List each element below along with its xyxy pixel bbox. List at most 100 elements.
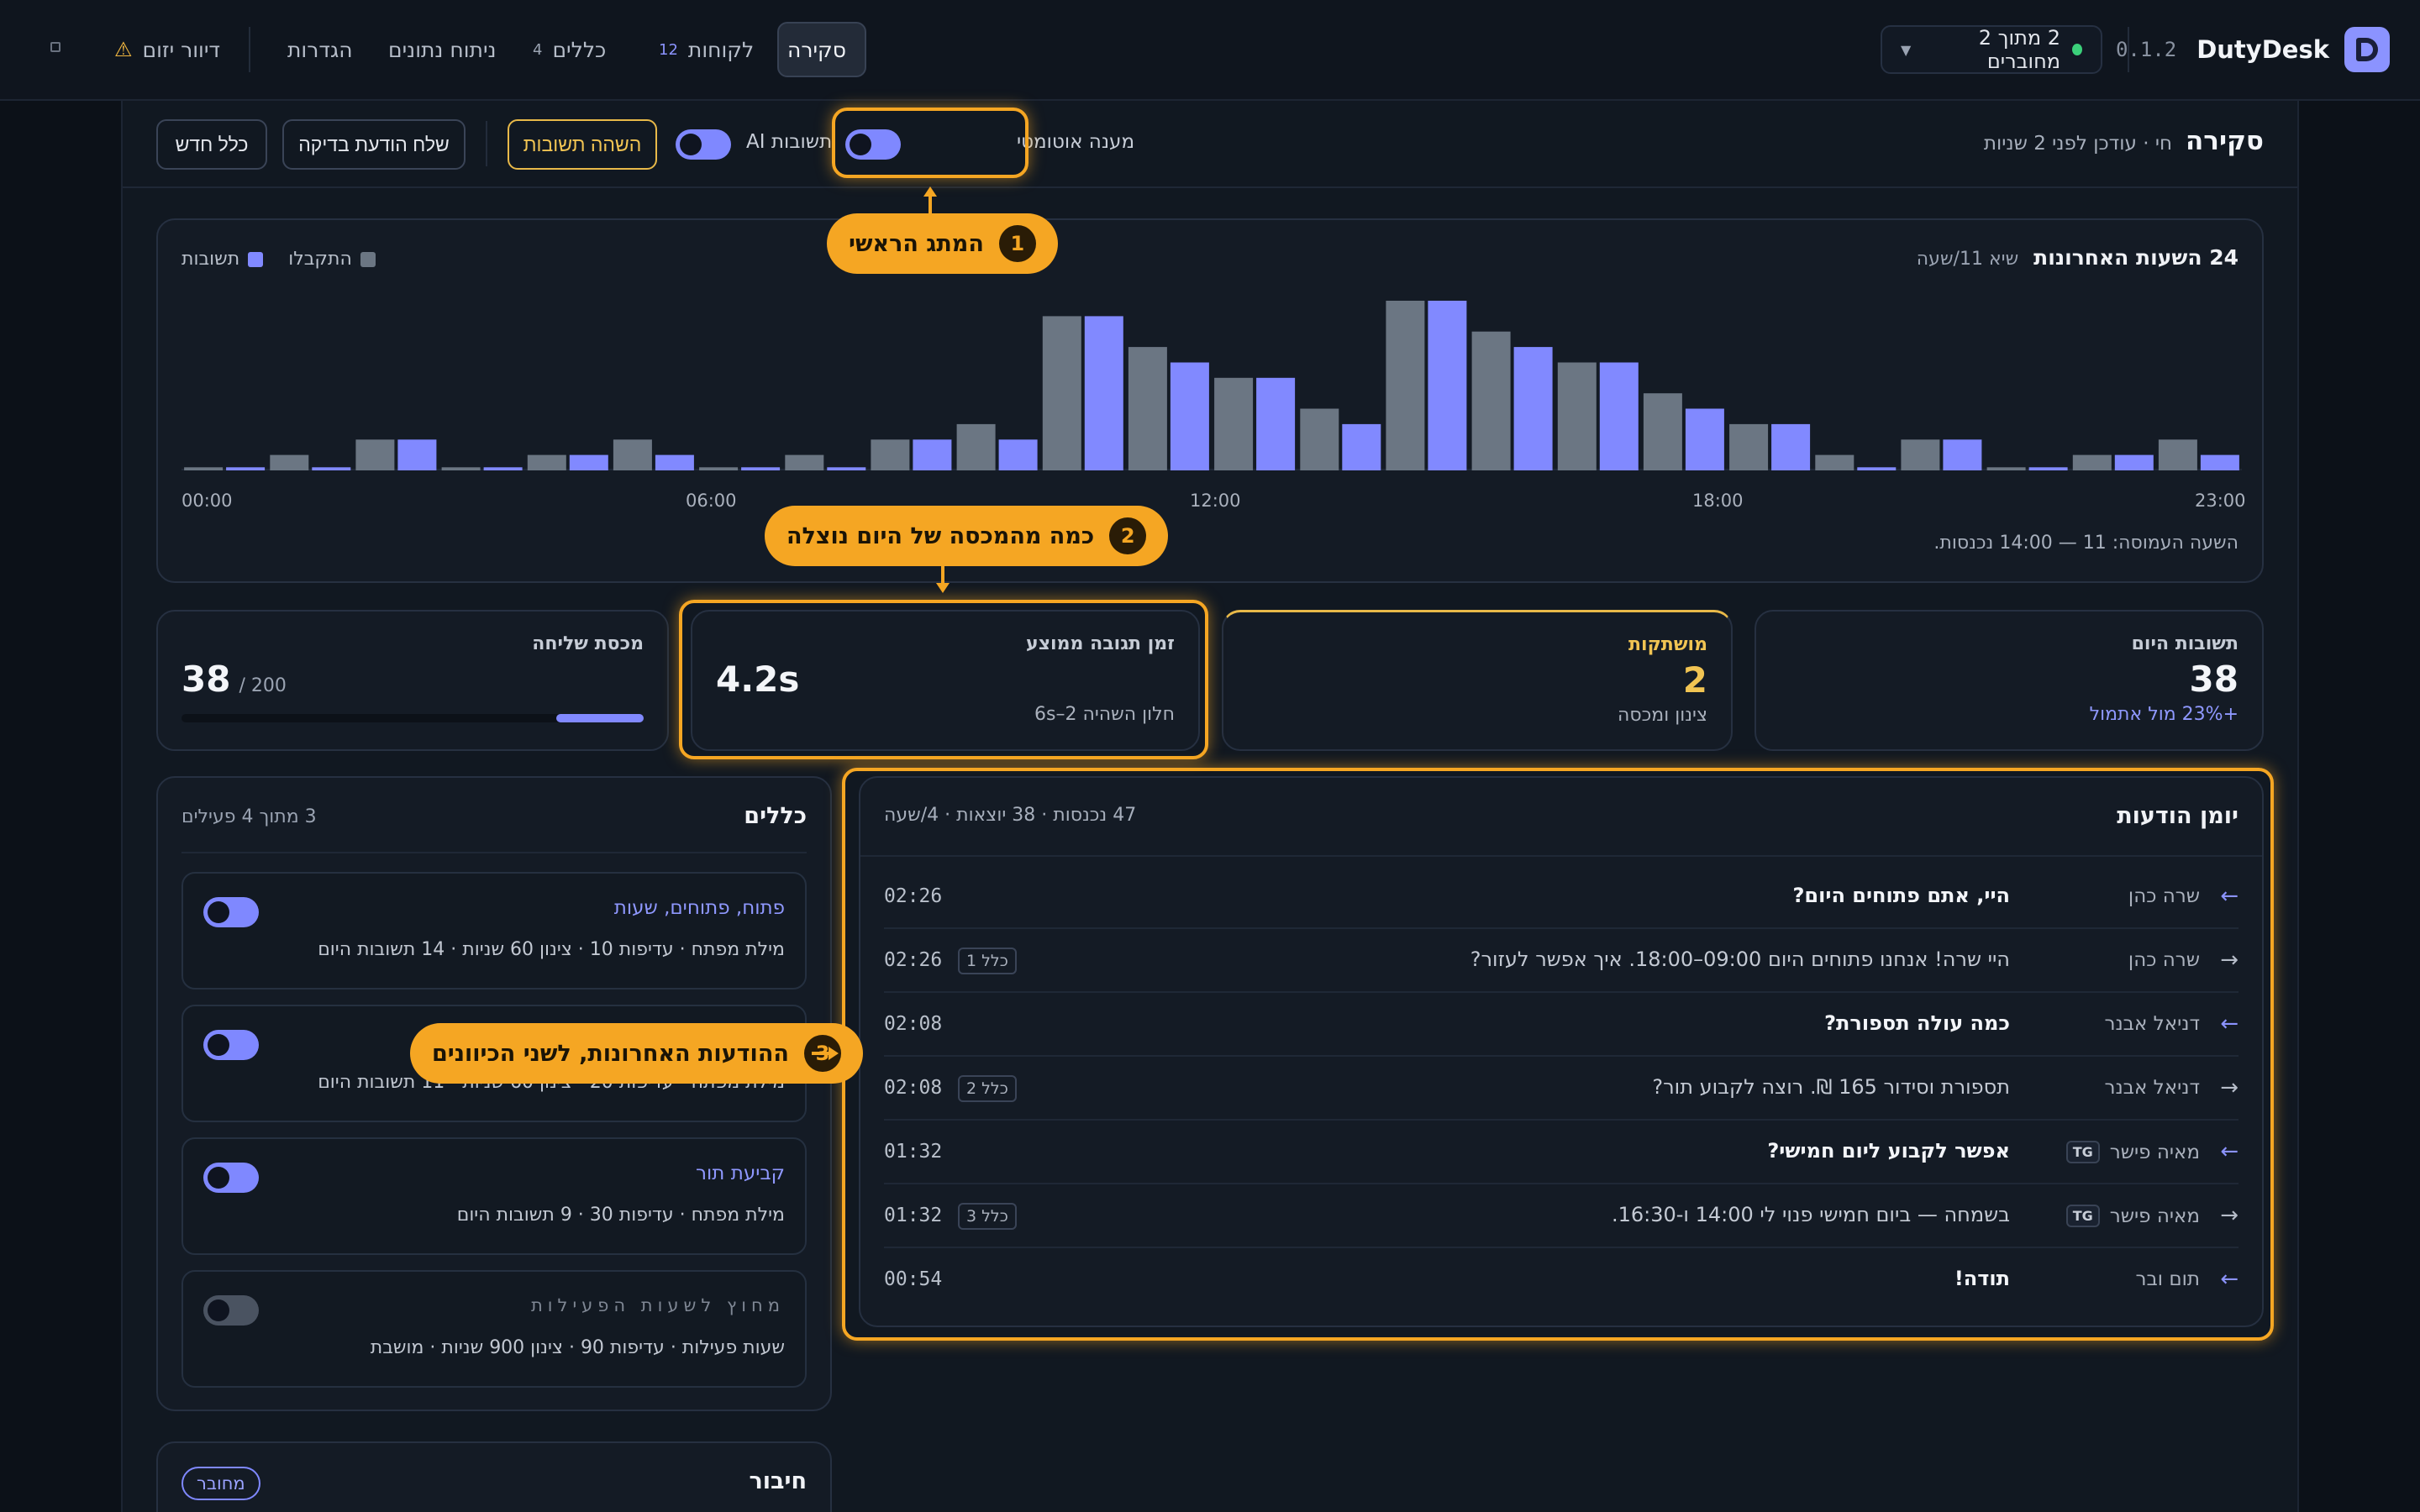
sender-name-group: מאיה פישר TG: [2065, 1205, 2200, 1227]
tab-rules[interactable]: כללים 4: [533, 22, 606, 77]
tab-label: סקירה: [787, 37, 846, 62]
bar-replies-21: [2028, 467, 2068, 470]
bar-replies-12: [1256, 377, 1296, 470]
bar-replies-18: [1771, 423, 1811, 470]
message-text: תודה!: [1954, 1267, 2010, 1290]
stat-value: 38: [2189, 659, 2238, 700]
message-row[interactable]: → מאיה פישר TG בשמחה — ביום חמישי פנוי לי 1…: [884, 1184, 2238, 1248]
bar-replies-07: [827, 467, 866, 470]
divider: [486, 121, 487, 166]
outgoing-arrow-icon: →: [2220, 948, 2238, 973]
bar-received-15: [1471, 331, 1511, 470]
x-tick-label: 06:00: [686, 491, 737, 511]
chart-peak: שיא 11/שעה: [1916, 249, 2019, 270]
message-log-card: יומן הודעות 47 נכנסות · 38 יוצאות · 4/שע…: [859, 776, 2264, 1327]
log-stats: 47 נכנסות · 38 יוצאות · 4/שעה: [884, 805, 1137, 826]
stat-value: 4.2s: [716, 659, 800, 700]
bar-replies-05: [655, 454, 694, 470]
send-test-message-button[interactable]: שלח הודעת בדיקה: [282, 119, 466, 170]
rule-item[interactable]: פתוח, פתוחים, שעות מילת מפתח · עדיפות 10 …: [182, 872, 807, 990]
sender-name-group: דניאל אבנר: [2104, 1013, 2200, 1035]
bar-received-00: [184, 467, 224, 470]
new-rule-button[interactable]: כלל חדש: [156, 119, 267, 170]
bar-received-02: [355, 439, 395, 470]
rule-meta: שעות פעילות · עדיפות 90 · צינון 900 שניו…: [370, 1337, 785, 1358]
auto-responder-label: מענה אוטומטי: [1017, 131, 1135, 153]
rule-tag[interactable]: כלל 2: [958, 1075, 1017, 1102]
connection-selector[interactable]: 2 מתוך 2 מחוברים ▼: [1881, 25, 2102, 74]
quota-total: / 200: [239, 675, 287, 696]
message-row[interactable]: → שרה כהן היי שרה! אנחנו פתוחים היום 09:00…: [884, 929, 2238, 993]
arrow-up-icon: [923, 186, 937, 197]
rule-item[interactable]: מחוץ לשעות הפעילות שעות פעילות · עדיפות 9…: [182, 1270, 807, 1388]
ai-replies-toggle[interactable]: [676, 129, 731, 160]
tab-overview[interactable]: סקירה: [777, 22, 866, 77]
bar-received-09: [956, 423, 996, 470]
message-row[interactable]: ← דניאל אבנר כמה עולה תספורת? 02:08: [884, 993, 2238, 1057]
bar-replies-16: [1599, 362, 1639, 470]
tab-label: כללים: [552, 37, 607, 62]
bar-received-17: [1643, 393, 1682, 470]
sender-name-group: שרה כהן: [2128, 885, 2200, 907]
auto-responder-toggle[interactable]: [845, 129, 901, 160]
bar-replies-08: [913, 439, 952, 470]
tab-customers[interactable]: לקוחות 12: [659, 22, 754, 77]
message-time: 02:26: [884, 949, 943, 971]
message-time: 02:26: [884, 885, 943, 907]
rule-toggle[interactable]: [203, 1163, 259, 1193]
bar-received-10: [1042, 316, 1081, 470]
brand[interactable]: DutyDesk 0.1.2: [2116, 25, 2390, 74]
connected-dot-icon: [2072, 44, 2082, 55]
bar-received-05: [613, 439, 652, 470]
bar-received-20: [1901, 439, 1940, 470]
legend-label: התקבלו: [288, 249, 352, 270]
bar-received-13: [1300, 408, 1339, 470]
bar-received-22: [2072, 454, 2112, 470]
stat-sub: צינון ומכסה: [1618, 705, 1707, 726]
main-content: סקירה חי · עודכן לפני 2 שניות מענה אוטומ…: [121, 101, 2299, 1512]
bar-replies-03: [483, 467, 523, 470]
rule-toggle[interactable]: [203, 897, 259, 927]
connection-card: חיבור מחובר: [156, 1441, 832, 1512]
bar-replies-02: [397, 439, 437, 470]
message-row[interactable]: ← שרה כהן היי, אתם פתוחים היום? 02:26: [884, 865, 2238, 929]
stat-muted: מושתקות 2 צינון ומכסה: [1222, 610, 1733, 751]
tab-settings[interactable]: הגדרות: [287, 22, 353, 77]
bar-replies-17: [1685, 408, 1724, 470]
stat-replies-today: תשובות היום 38 +23% מול אתמול: [1754, 610, 2264, 751]
rules-title: כללים: [744, 803, 807, 829]
rule-toggle[interactable]: [203, 1030, 259, 1060]
rule-toggle[interactable]: [203, 1295, 259, 1326]
tab-label: לקוחות: [687, 37, 755, 62]
bar-received-01: [270, 454, 309, 470]
tab-badge: 4: [533, 40, 543, 59]
callout-2: 2 כמה מהמכסה של היום נוצלה: [765, 506, 1169, 566]
telegram-badge: TG: [2065, 1141, 2100, 1163]
window-icon[interactable]: [50, 42, 60, 52]
ai-replies-label: תשובות AI: [746, 131, 833, 153]
callout-text: כמה מהמכסה של היום נוצלה: [786, 522, 1095, 549]
tab-analytics[interactable]: ניתוח נתונים: [388, 22, 497, 77]
rule-tag[interactable]: כלל 1: [958, 948, 1017, 974]
sender-name-group: מאיה פישר TG: [2065, 1141, 2200, 1163]
callout-connector: [941, 566, 944, 586]
message-text: היי שרה! אנחנו פתוחים היום 09:00–18:00. …: [1470, 948, 2010, 971]
message-text: אפשר לקבוע ליום חמישי?: [1767, 1139, 2010, 1163]
sender-name: שרה כהן: [2128, 885, 2200, 907]
bar-received-08: [871, 439, 910, 470]
message-row[interactable]: → דניאל אבנר תספורת וסידור 165 ₪. רוצה לקב…: [884, 1057, 2238, 1121]
bar-received-18: [1729, 423, 1769, 470]
tab-outreach[interactable]: דיוור יזום ⚠: [114, 22, 220, 77]
rule-tag[interactable]: כלל 3: [958, 1203, 1017, 1230]
bar-received-04: [527, 454, 566, 470]
connection-status-badge: מחובר: [182, 1467, 260, 1500]
callout-connector: [812, 1052, 832, 1055]
stat-label: מושתקות: [1628, 634, 1707, 655]
pause-replies-button[interactable]: השהה תשובות: [508, 119, 657, 170]
message-time: 00:54: [884, 1268, 943, 1290]
message-row[interactable]: ← תום ובר תודה! 00:54: [884, 1248, 2238, 1312]
rule-item[interactable]: קביעת תור מילת מפתח · עדיפות 30 · 9 תשובו…: [182, 1137, 807, 1255]
bar-received-03: [441, 467, 481, 470]
chart-baseline: [182, 469, 2242, 470]
message-row[interactable]: ← מאיה פישר TG אפשר לקבוע ליום חמישי? 01:32: [884, 1121, 2238, 1184]
